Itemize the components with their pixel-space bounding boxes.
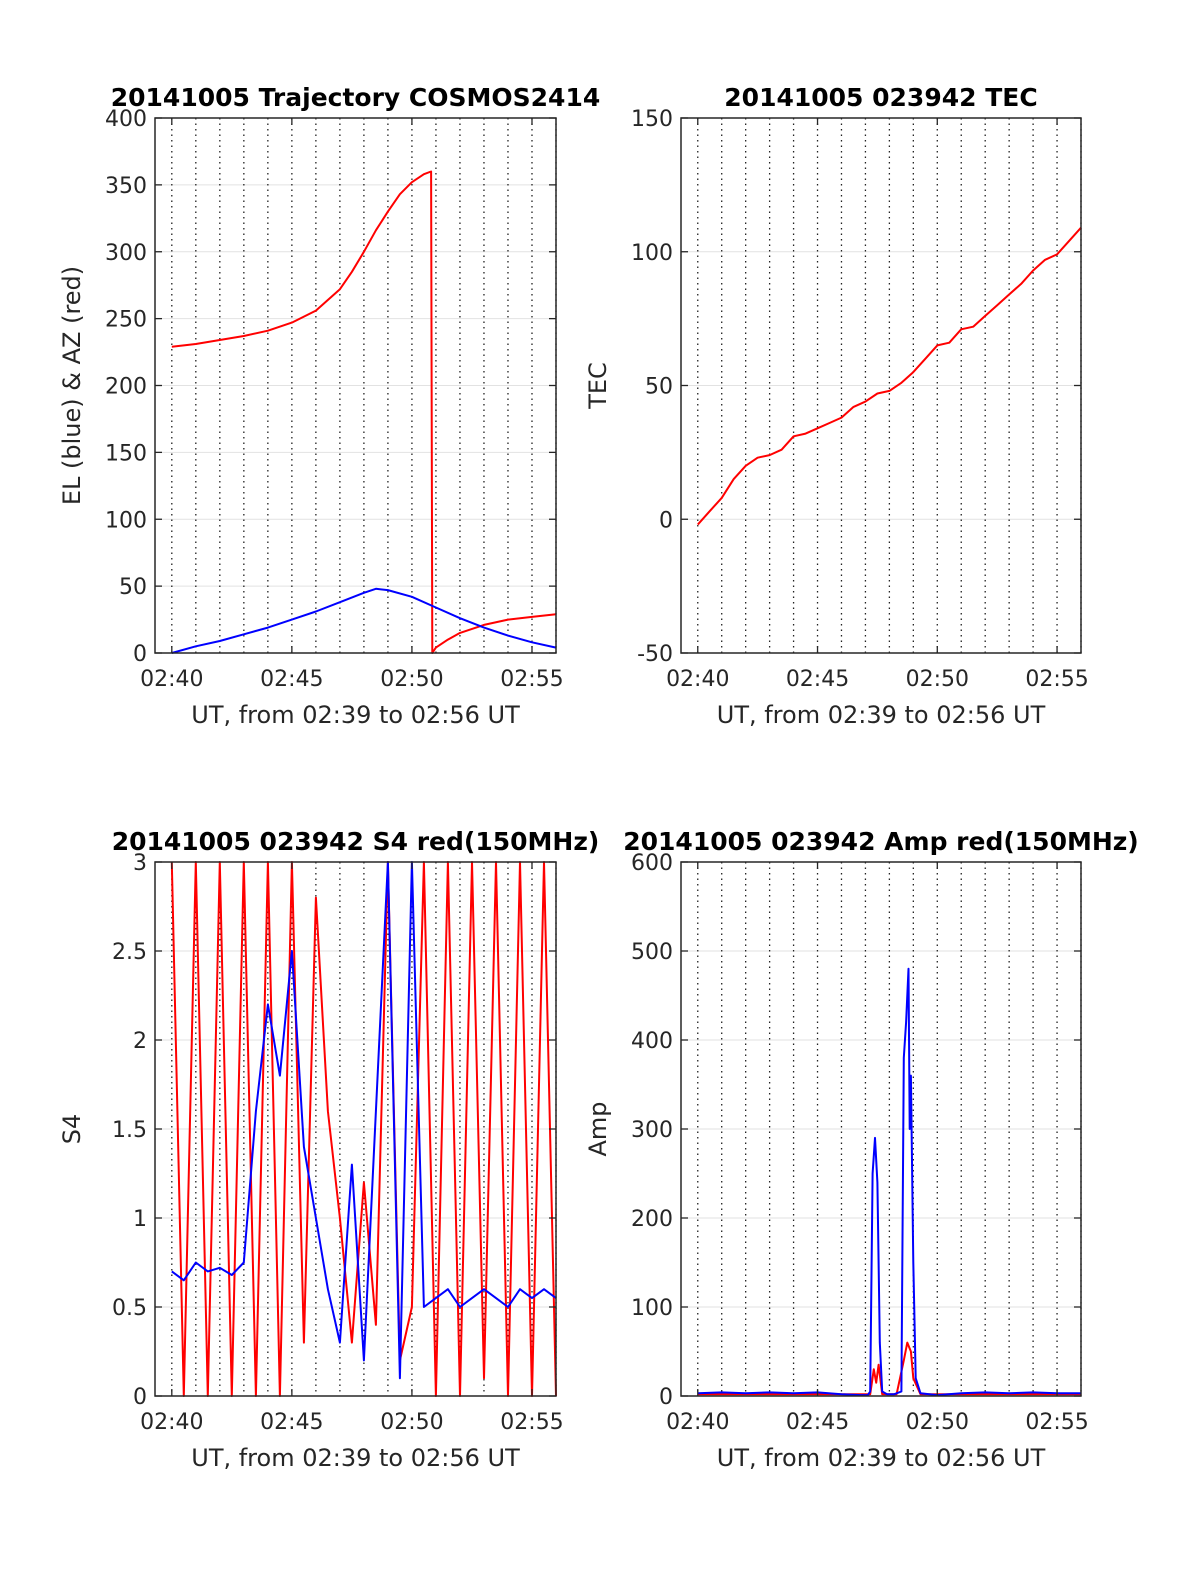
x-axis-label: UT, from 02:39 to 02:56 UT	[717, 1444, 1046, 1472]
chart-panel-3: 0 0.5 1 1.5 2 2.5 3 02:40 02:45 02:50 02:55 2014100…	[58, 827, 599, 1472]
y-tick-label: 1	[133, 1207, 147, 1232]
series-line-1	[697, 227, 1082, 526]
y-tick-label: 50	[645, 375, 673, 400]
chart-title: 20141005 023942 S4 red(150MHz)	[112, 827, 600, 856]
x-tick-label: 02:55	[1025, 1410, 1088, 1435]
chart-panel-2: -50 0 50 100 150 02:40 02:45 02:50 02:55 20141005…	[584, 83, 1089, 729]
chart-title: 20141005 023942 TEC	[724, 83, 1037, 112]
y-tick-label: 300	[631, 1118, 673, 1143]
y-tick-label: 0	[133, 642, 147, 667]
chart-title: 20141005 023942 Amp red(150MHz)	[623, 827, 1139, 856]
y-axis-label: S4	[58, 1114, 86, 1145]
x-tick-label: 02:55	[1025, 667, 1088, 692]
y-tick-label: 400	[105, 107, 147, 132]
y-tick-label: 50	[119, 575, 147, 600]
y-tick-label: 500	[631, 940, 673, 965]
x-axis-label: UT, from 02:39 to 02:56 UT	[717, 701, 1046, 729]
series-line-2	[697, 967, 1081, 1397]
x-tick-label: 02:45	[786, 1410, 849, 1435]
y-tick-label: 250	[105, 308, 147, 333]
y-tick-label: 600	[631, 851, 673, 876]
y-axis-label: EL (blue) & AZ (red)	[58, 266, 86, 505]
x-tick-label: 02:40	[140, 667, 203, 692]
y-tick-label: 100	[631, 1296, 673, 1321]
y-tick-label: 150	[631, 107, 673, 132]
x-tick-label: 02:50	[906, 667, 969, 692]
x-tick-label: 02:50	[380, 1410, 443, 1435]
y-tick-label: 0.5	[112, 1296, 147, 1321]
y-tick-label: 200	[105, 375, 147, 400]
x-tick-label: 02:45	[260, 667, 323, 692]
y-tick-label: 0	[133, 1385, 147, 1410]
y-tick-label: 400	[631, 1029, 673, 1054]
y-tick-label: 2	[133, 1029, 147, 1054]
y-axis-label: TEC	[584, 362, 612, 410]
y-tick-label: 350	[105, 174, 147, 199]
y-tick-label: 200	[631, 1207, 673, 1232]
y-tick-label: 1.5	[112, 1118, 147, 1143]
y-tick-label: 100	[105, 508, 147, 533]
y-tick-label: 300	[105, 241, 147, 266]
x-tick-label: 02:40	[666, 1410, 729, 1435]
chart-panel-4: 0 100 200 300 400 500 600 02:40 02:45 02:50 02:55 2…	[584, 827, 1139, 1472]
x-tick-label: 02:55	[500, 667, 563, 692]
series-line-2	[171, 861, 557, 1380]
y-tick-label: 0	[659, 1385, 673, 1410]
y-axis-label: Amp	[584, 1101, 612, 1156]
series-line-1	[171, 170, 557, 654]
x-tick-label: 02:40	[666, 667, 729, 692]
series-line-1	[170, 861, 557, 1397]
y-tick-label: 2.5	[112, 940, 147, 965]
x-axis-label: UT, from 02:39 to 02:56 UT	[191, 701, 520, 729]
x-axis-label: UT, from 02:39 to 02:56 UT	[191, 1444, 520, 1472]
x-tick-label: 02:50	[380, 667, 443, 692]
x-tick-label: 02:40	[140, 1410, 203, 1435]
series-line-2	[171, 587, 557, 654]
y-tick-label: 3	[133, 851, 147, 876]
y-tick-label: 150	[105, 441, 147, 466]
chart-panel-1: 0 50 100 150 200 250 300 350 400 02:40 02:45 02:50 0…	[58, 83, 600, 729]
x-tick-label: 02:45	[786, 667, 849, 692]
x-tick-label: 02:55	[500, 1410, 563, 1435]
x-tick-label: 02:45	[260, 1410, 323, 1435]
x-tick-label: 02:50	[906, 1410, 969, 1435]
chart-title: 20141005 Trajectory COSMOS2414	[111, 83, 601, 112]
y-tick-label: -50	[637, 642, 673, 667]
y-tick-label: 100	[631, 241, 673, 266]
y-tick-label: 0	[659, 508, 673, 533]
